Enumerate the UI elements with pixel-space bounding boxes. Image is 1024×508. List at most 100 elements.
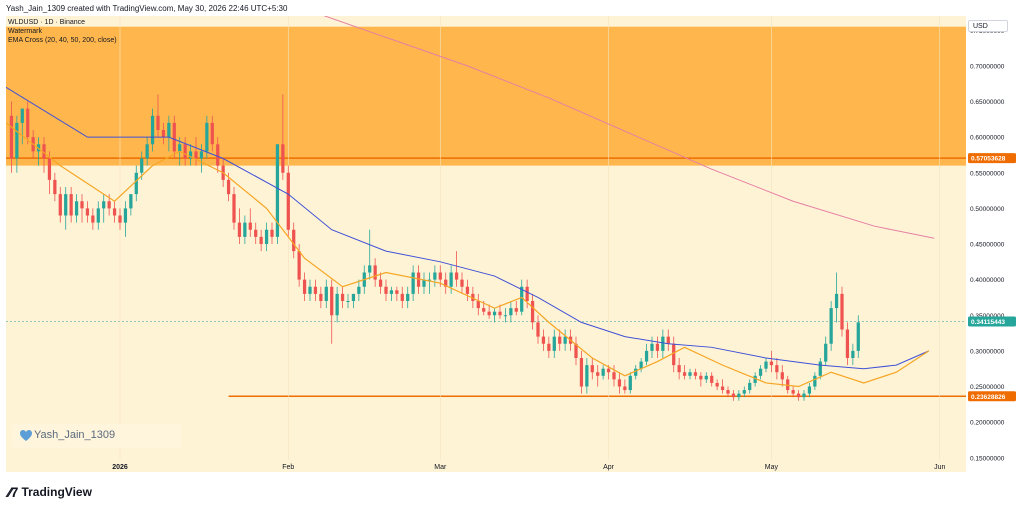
x-tick-label: Mar [434, 464, 447, 471]
x-tick-label: Jun [934, 464, 945, 471]
price-chart[interactable]: 2026 Feb Mar Apr May Jun [6, 16, 966, 472]
candle-body [644, 350, 649, 362]
candle-body [834, 293, 839, 309]
candle [319, 286, 323, 309]
candle-body [422, 279, 426, 287]
candle-body [753, 375, 757, 383]
candle-body [161, 130, 166, 138]
candle-body [118, 215, 122, 223]
candle-body [91, 215, 95, 223]
indicator-line: EMA Cross (20, 40, 50, 200, close) [8, 37, 117, 44]
candle-body [530, 301, 535, 323]
candle [579, 350, 584, 394]
candle-body [541, 336, 546, 344]
candle-body [319, 293, 323, 301]
candle-body [585, 365, 589, 387]
candle-body [107, 201, 111, 209]
candle-body [824, 343, 828, 362]
watermark-user: Yash_Jain_1309 [34, 429, 116, 441]
candle [764, 358, 768, 373]
candle [243, 215, 247, 244]
candle [384, 279, 388, 301]
heart-icon [20, 430, 32, 441]
candle [666, 329, 670, 351]
candle [769, 350, 774, 373]
candle [161, 122, 166, 145]
candle-body [623, 386, 627, 391]
price-axis-svg: 0.750000000.700000000.650000000.60000000… [968, 28, 1016, 462]
candle [693, 368, 698, 380]
x-gridlines [119, 16, 941, 460]
candle [655, 336, 660, 358]
candle-body [693, 372, 698, 376]
candle [547, 336, 551, 358]
candle-body [85, 208, 90, 216]
candle-body [346, 301, 350, 302]
candle [427, 272, 432, 294]
candle [503, 308, 508, 323]
candle [780, 365, 784, 387]
candle-body [840, 293, 844, 330]
watermark-label: Watermark [8, 28, 42, 35]
y-tick-label: 0.55000000 [970, 170, 1005, 177]
support-price-badge-bg [968, 391, 1016, 402]
candle-body [606, 368, 611, 373]
price-badges: 0.57053628 0.34115443 0.23628826 [968, 153, 1016, 402]
candle [302, 272, 307, 301]
candle [145, 137, 149, 166]
candle-body [449, 272, 453, 287]
candle-body [547, 343, 551, 351]
brand[interactable]: ⁄⁄7 TradingView [8, 484, 92, 500]
candle-body [699, 375, 703, 380]
candle [737, 390, 741, 401]
candle [340, 286, 345, 309]
candle [400, 286, 404, 309]
candle [601, 365, 605, 380]
candle [829, 301, 833, 351]
candle [64, 187, 68, 230]
candle [69, 187, 73, 223]
candle-body [58, 194, 62, 216]
candle [796, 390, 801, 401]
candle-body [710, 375, 714, 383]
candle [563, 329, 567, 351]
candle [58, 187, 62, 223]
candle [259, 229, 263, 252]
candle-body [650, 343, 654, 351]
candle-body [807, 386, 812, 394]
symbol-line: WLDUSD · 1D · Binance [8, 19, 86, 26]
candle [53, 172, 57, 202]
candle [672, 336, 676, 373]
candle-body [47, 158, 52, 180]
candle [406, 286, 410, 309]
y-tick-label: 0.20000000 [970, 420, 1005, 427]
ema200-line [323, 16, 935, 239]
candle [248, 208, 252, 237]
candle-body [851, 350, 855, 358]
candle [183, 137, 187, 166]
price-axis[interactable]: 0.750000000.700000000.650000000.60000000… [966, 16, 1018, 472]
candle-body [140, 158, 144, 173]
candle-body [80, 201, 84, 209]
currency-badge[interactable]: USD [968, 20, 1008, 32]
candle [80, 194, 84, 223]
candle-body [210, 122, 214, 145]
candle-body [639, 361, 643, 369]
candle-body [471, 293, 475, 301]
candle [15, 115, 19, 173]
candle-body [20, 108, 24, 123]
candle-body [612, 372, 616, 380]
candle [628, 372, 632, 394]
candle [753, 372, 757, 387]
candle [536, 315, 540, 344]
candle-body [26, 108, 30, 138]
y-tick-label: 0.25000000 [970, 384, 1005, 391]
candle [644, 343, 649, 366]
y-tick-label: 0.70000000 [970, 63, 1005, 70]
candle-body [406, 293, 410, 301]
candle-body [829, 308, 833, 344]
y-tick-label: 0.40000000 [970, 277, 1005, 284]
candle-body [275, 144, 280, 237]
candle-body [42, 144, 46, 159]
candle [715, 379, 719, 391]
